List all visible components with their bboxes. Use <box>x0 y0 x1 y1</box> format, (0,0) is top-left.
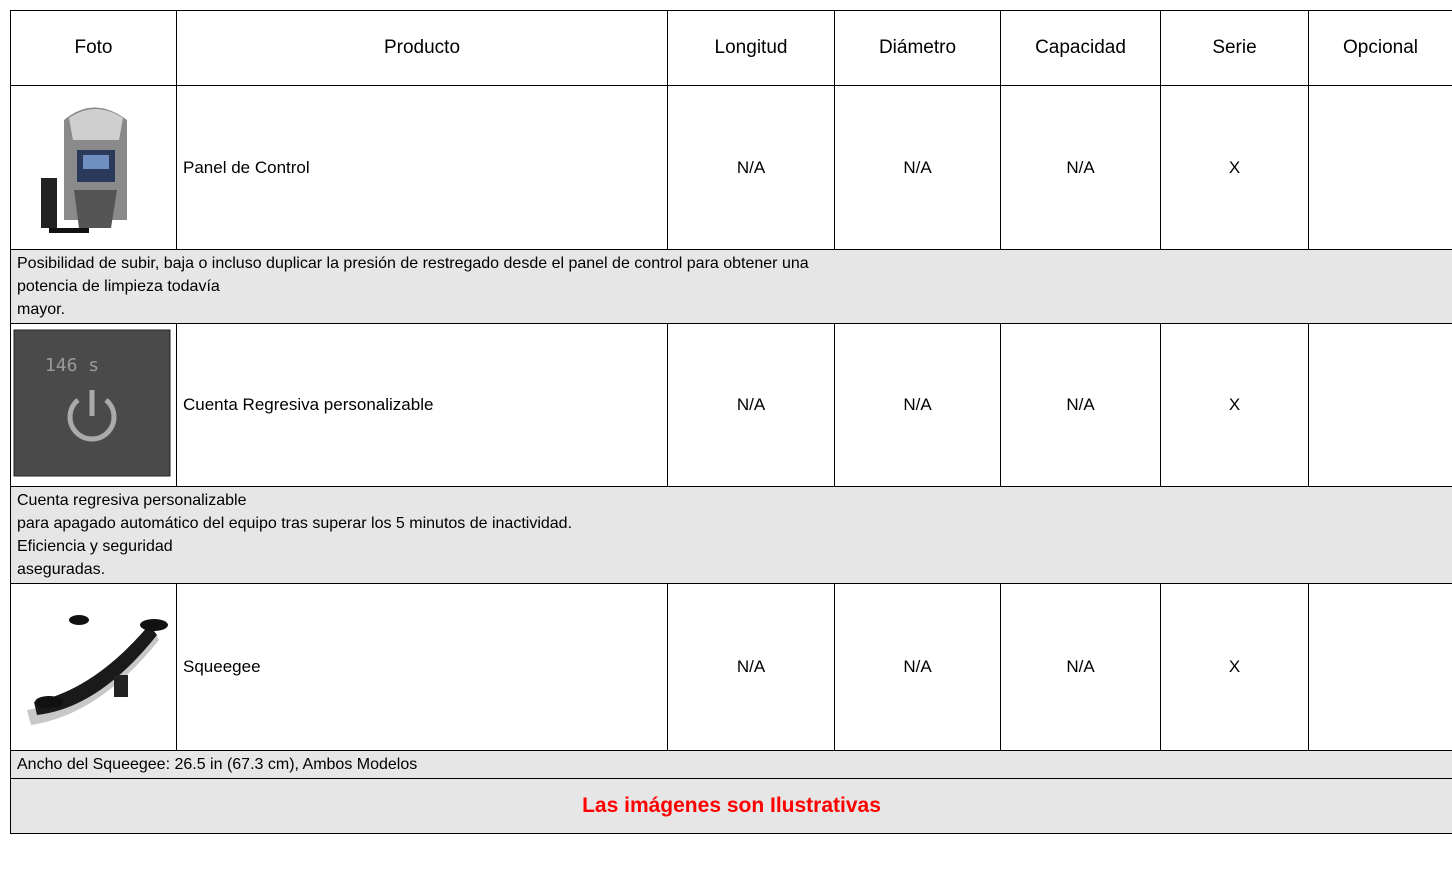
description-cell: Cuenta regresiva personalizable para apag… <box>10 486 1452 584</box>
photo-countdown: 146 s <box>13 329 170 476</box>
column-header: Diámetro <box>834 10 1001 86</box>
column-header: Producto <box>176 10 668 86</box>
description-cell: Ancho del Squeegee: 26.5 in (67.3 cm), A… <box>10 750 1452 779</box>
description-line: potencia de limpieza todavía <box>17 278 220 295</box>
photo-cell <box>10 583 177 751</box>
photo-cell <box>10 85 177 250</box>
spec-cell: N/A <box>834 323 1001 487</box>
column-header: Capacidad <box>1000 10 1161 86</box>
product-table: Foto Producto Longitud Diámetro Capacidad Ser… <box>10 10 1452 834</box>
note-row: Las imágenes son Ilustrativas <box>10 778 1452 834</box>
spec-cell: N/A <box>667 323 835 487</box>
spec-cell: X <box>1160 323 1309 487</box>
description-row: Posibilidad de subir, baja o incluso dup… <box>10 249 1452 324</box>
spec-cell: X <box>1160 583 1309 751</box>
description-cell: Posibilidad de subir, baja o incluso dup… <box>10 249 1452 324</box>
description-line: Ancho del Squeegee: 26.5 in (67.3 cm), A… <box>17 756 418 773</box>
table-body: Foto Producto Longitud Diámetro Capacidad Ser… <box>10 10 1452 834</box>
spec-cell: N/A <box>1000 85 1161 250</box>
column-header: Foto <box>10 10 177 86</box>
description-row: Cuenta regresiva personalizable para apag… <box>10 486 1452 584</box>
product-name: Cuenta Regresiva personalizable <box>176 323 668 487</box>
spec-cell: N/A <box>667 85 835 250</box>
description-line: Posibilidad de subir, baja o incluso dup… <box>17 255 809 272</box>
description-line: mayor. <box>17 301 66 318</box>
empty-cell <box>1308 583 1452 751</box>
description-line: Eficiencia y seguridad <box>17 538 173 555</box>
photo-cell: 146 s <box>10 323 177 487</box>
empty-cell <box>1308 323 1452 487</box>
empty-cell <box>1308 85 1452 250</box>
product-name: Panel de Control <box>176 85 668 250</box>
spec-cell: N/A <box>834 85 1001 250</box>
column-header: Longitud <box>667 10 835 86</box>
spec-cell: N/A <box>834 583 1001 751</box>
description-line: para apagado automático del equipo tras … <box>17 515 573 532</box>
product-name: Squeegee <box>176 583 668 751</box>
column-header: Serie <box>1160 10 1309 86</box>
product-row: 146 s Cuenta Regresiva personalizable N/A N… <box>10 323 1452 487</box>
photo-text: 146 s <box>44 355 98 376</box>
product-row: Squeegee N/A N/A N/A X <box>10 583 1452 751</box>
description-line: Cuenta regresiva personalizable <box>17 492 247 509</box>
description-row: Ancho del Squeegee: 26.5 in (67.3 cm), A… <box>10 750 1452 779</box>
description-line: aseguradas. <box>17 561 106 578</box>
spec-cell: N/A <box>1000 323 1161 487</box>
photo-squeegee <box>26 614 168 725</box>
spec-cell: N/A <box>1000 583 1161 751</box>
spec-cell: X <box>1160 85 1309 250</box>
header-row: Foto Producto Longitud Diámetro Capacidad Ser… <box>10 10 1452 86</box>
product-row: Panel de Control N/A N/A N/A X <box>10 85 1452 250</box>
photo-control-panel <box>40 107 127 233</box>
spec-cell: N/A <box>667 583 835 751</box>
column-header: Opcional <box>1308 10 1452 86</box>
note: Las imágenes son Ilustrativas <box>10 778 1452 834</box>
